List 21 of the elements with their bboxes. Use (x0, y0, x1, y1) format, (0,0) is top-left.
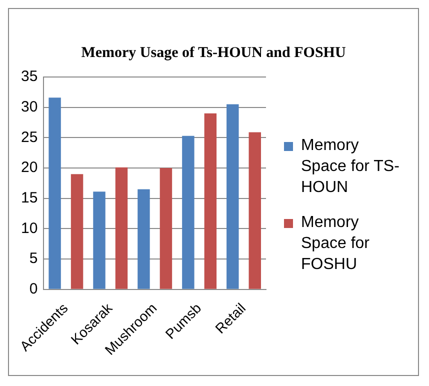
bar (48, 98, 61, 289)
y-tick-label: 35 (20, 68, 38, 86)
y-tick-label: 30 (20, 98, 38, 116)
y-tick-label: 20 (20, 159, 38, 176)
legend-label: Memory Space for TS-HOUN (301, 136, 400, 198)
y-tick-label: 15 (20, 189, 38, 206)
bar (204, 113, 217, 289)
bar (115, 167, 128, 289)
bar (182, 136, 194, 289)
y-tick-label: 25 (20, 128, 38, 146)
y-tick-label: 0 (29, 280, 38, 298)
bar (138, 189, 150, 289)
bar (93, 192, 106, 289)
bar (160, 168, 172, 289)
y-tick-label: 5 (29, 250, 38, 268)
bar (70, 174, 84, 289)
chart-title: Memory Usage of Ts-HOUN and FOSHU (80, 45, 347, 62)
bar (248, 132, 261, 289)
legend-label: Memory Space for FOSHU (301, 213, 370, 275)
bar (226, 104, 239, 289)
y-tick-label: 10 (20, 220, 38, 237)
